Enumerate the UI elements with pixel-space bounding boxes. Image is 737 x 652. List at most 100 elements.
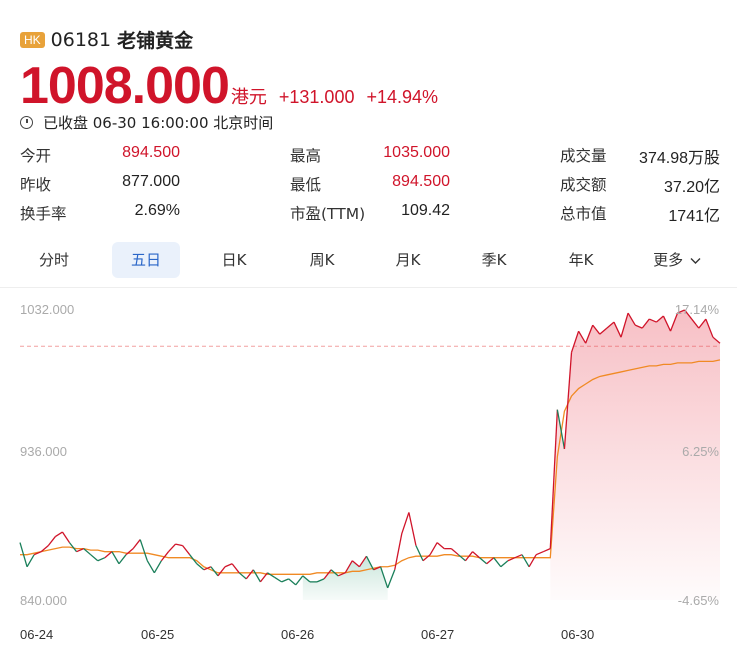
tab-daily-k[interactable]: 日K <box>221 251 247 269</box>
price-line-segment <box>160 551 169 562</box>
stat-value: 2.69% <box>134 202 180 219</box>
price-line-segment <box>146 560 155 574</box>
price-line-segment <box>267 572 275 578</box>
price-line-segment <box>182 545 191 556</box>
price-line-segment <box>634 324 643 329</box>
price-line-segment <box>245 569 254 580</box>
price-line-segment <box>118 554 127 565</box>
tab-weekly-k[interactable]: 周K <box>309 251 335 269</box>
stat-value: 37.20亿 <box>663 179 720 196</box>
price-line-segment <box>139 539 148 561</box>
price-line-segment <box>563 352 573 450</box>
price-change-pct: +14.94% <box>366 87 439 107</box>
price-line-segment <box>394 533 403 570</box>
price-line-segment <box>61 531 71 543</box>
price-line-segment <box>521 554 530 568</box>
price-line-segment <box>281 578 289 583</box>
price-line-segment <box>330 569 339 577</box>
price-line-segment <box>691 318 700 329</box>
price-line-segment <box>401 512 410 534</box>
price-line-segment <box>662 315 672 332</box>
stat-label: 成交量 <box>560 147 607 165</box>
price-line-segment <box>288 578 297 586</box>
price-line-segment <box>231 563 240 574</box>
price-line-segment <box>472 551 481 559</box>
price-line-segment <box>479 557 488 565</box>
x-axis-label: 06-26 <box>281 627 315 642</box>
clock-icon <box>20 116 33 129</box>
price-line-segment <box>436 542 445 550</box>
price-line-segment <box>712 336 721 344</box>
price-line-segment <box>556 409 566 450</box>
price-line-segment <box>47 536 56 547</box>
price-line-segment <box>514 554 523 559</box>
price-line-segment <box>76 548 84 553</box>
current-price: 1008.000 <box>20 57 230 115</box>
price-line-segment <box>698 318 707 329</box>
price-line-segment <box>351 560 360 568</box>
price-line-segment <box>549 409 559 549</box>
tab-yearly-k[interactable]: 年K <box>568 251 594 269</box>
currency-unit: 港元 <box>230 87 267 108</box>
stat-label: 换手率 <box>20 205 67 223</box>
price-line-segment <box>493 557 502 568</box>
price-line-segment <box>415 545 424 562</box>
price-line-segment <box>203 566 212 571</box>
price-line-segment <box>302 575 311 583</box>
price-line-segment <box>649 318 657 323</box>
price-line-segment <box>408 512 417 546</box>
y-axis-tick-left: 840.000 <box>20 593 67 608</box>
price-line-segment <box>68 542 78 553</box>
price-line-segment <box>168 543 177 553</box>
price-line-segment <box>365 555 375 571</box>
price-line-segment <box>252 569 261 583</box>
price-line-segment <box>507 557 516 562</box>
price-line-segment <box>259 572 268 583</box>
tab-monthly-k[interactable]: 月K <box>395 251 421 269</box>
area-fill-up <box>550 310 720 600</box>
stats-row: 换手率 2.69% 市盈(TTM) 109.42 总市值 1741亿 <box>20 202 720 231</box>
price-line-segment <box>19 542 28 567</box>
price-line-segment <box>26 554 35 568</box>
stat-label: 最高 <box>290 147 322 165</box>
price-line-segment <box>97 557 106 562</box>
avg-price-line <box>20 359 721 575</box>
divider <box>0 287 737 288</box>
price-line-segment <box>578 330 587 344</box>
price-line-segment <box>196 563 205 571</box>
price-line-segment <box>450 548 459 556</box>
y-axis-tick-right: 17.14% <box>674 302 719 317</box>
price-line-segment <box>542 548 551 553</box>
price-line-segment <box>606 321 615 329</box>
price-line-segment <box>104 551 113 559</box>
tab-five-day[interactable]: 五日 <box>112 242 180 278</box>
stat-label: 今开 <box>20 147 52 165</box>
price-line-segment <box>217 566 226 577</box>
price-line-segment <box>125 548 134 556</box>
area-fill-down <box>302 556 388 600</box>
price-line-segment <box>55 531 63 538</box>
price-line-segment <box>669 312 679 332</box>
price-line-segment <box>457 554 466 562</box>
stats-row: 昨收 877.000 最低 894.500 成交额 37.20亿 <box>20 173 720 202</box>
price-line-segment <box>677 309 685 314</box>
stock-name: 老铺黄金 <box>117 30 194 52</box>
chevron-down-icon <box>690 257 701 264</box>
y-axis-tick-right: -4.65% <box>677 593 719 608</box>
y-axis-tick-left: 1032.000 <box>20 302 75 317</box>
stat-value: 109.42 <box>401 202 450 219</box>
stat-value: 374.98万股 <box>639 150 720 167</box>
tab-more[interactable]: 更多 <box>642 242 712 278</box>
tab-quarterly-k[interactable]: 季K <box>481 251 507 269</box>
stat-label: 总市值 <box>560 205 607 223</box>
price-line-segment <box>585 324 594 344</box>
price-line-segment <box>655 315 664 323</box>
tab-intraday[interactable]: 分时 <box>38 251 69 269</box>
price-line-segment <box>238 572 247 580</box>
price-line-segment <box>132 539 141 550</box>
price-line-segment <box>570 330 580 353</box>
price-line-segment <box>627 312 636 326</box>
stat-value: 877.000 <box>122 173 180 190</box>
price-line-segment <box>684 309 693 320</box>
